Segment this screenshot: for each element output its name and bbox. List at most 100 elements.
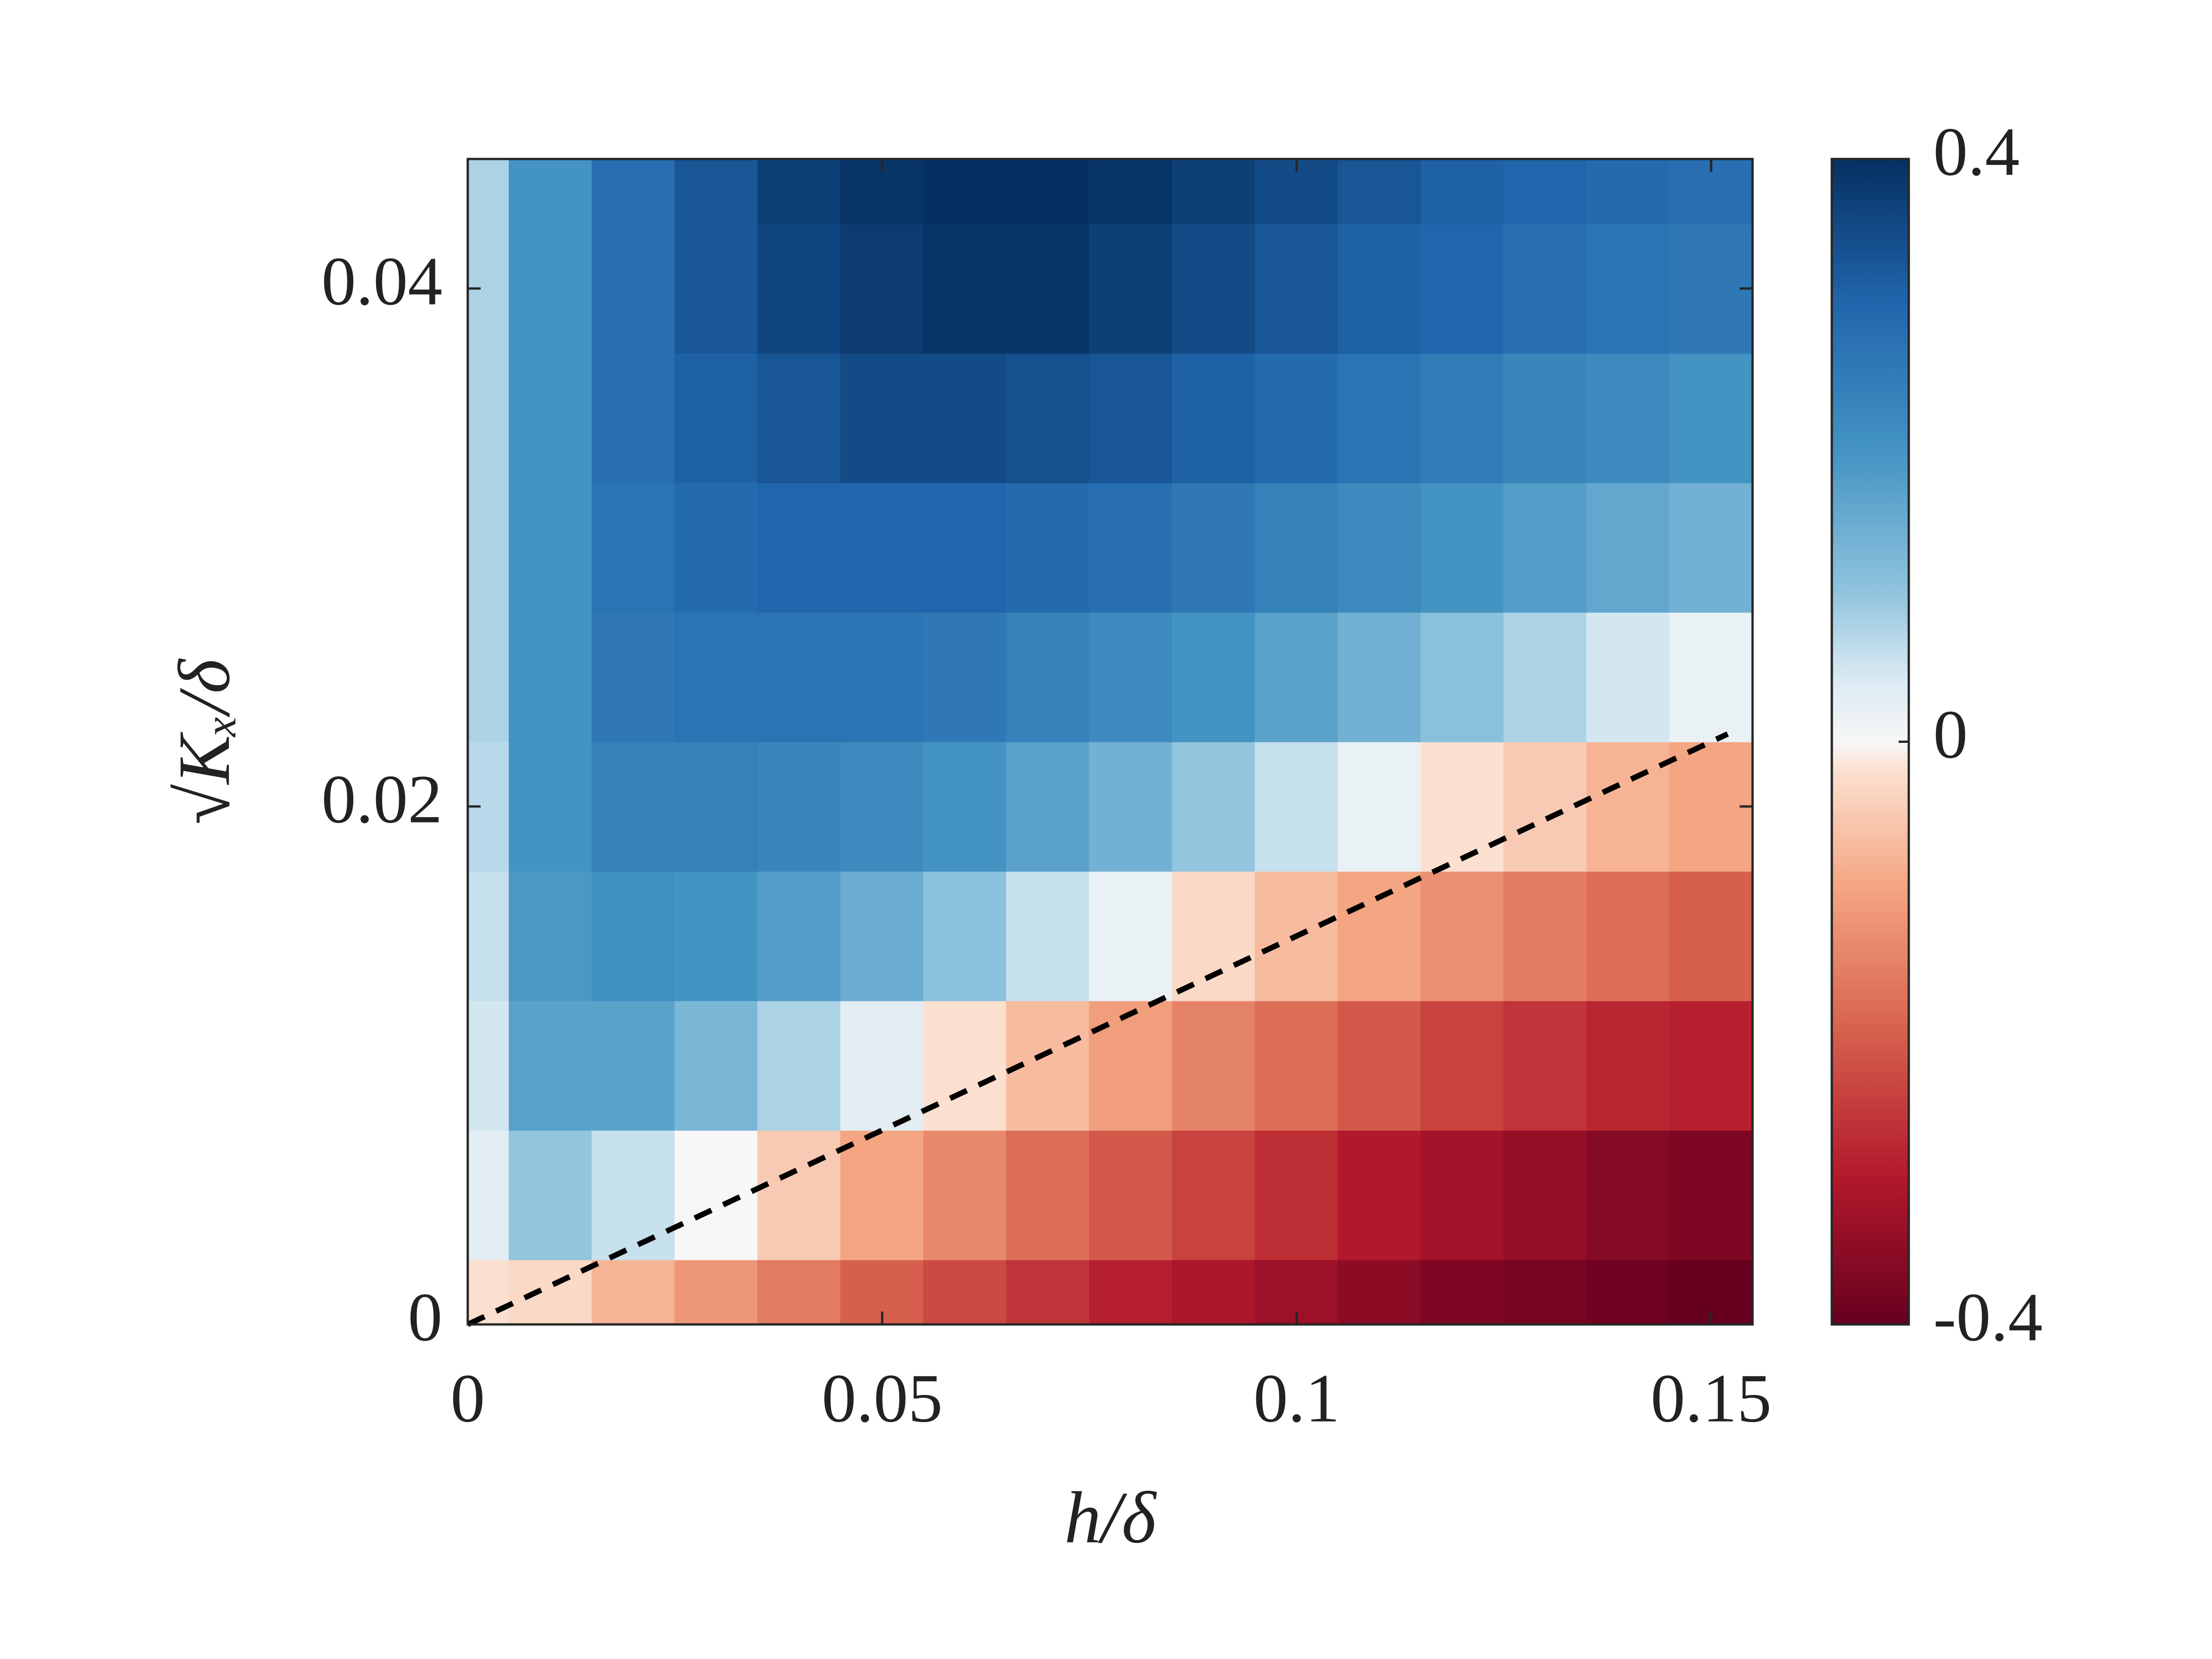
heatmap-cell (1171, 741, 1256, 872)
heatmap-cell (1586, 741, 1671, 872)
heatmap-cell (1503, 1130, 1588, 1260)
heatmap-cell (1669, 1130, 1753, 1260)
heatmap-cell (1420, 1259, 1505, 1324)
y-axis-label: √Kₓ/δ (163, 658, 245, 824)
heatmap-cell (508, 159, 593, 224)
heatmap-cell (1089, 1259, 1173, 1324)
heatmap-cell (1669, 612, 1753, 742)
heatmap-cell (1006, 482, 1090, 613)
heatmap-cell (468, 1259, 510, 1324)
heatmap-cell (674, 741, 759, 872)
heatmap-cell (1171, 1130, 1256, 1260)
heatmap-cell (923, 1130, 1007, 1260)
heatmap-cell (1089, 741, 1173, 872)
heatmap-cell (1171, 612, 1256, 742)
heatmap-cell (1420, 871, 1505, 1001)
heatmap-cell (1586, 612, 1671, 742)
heatmap-cell (1254, 482, 1339, 613)
heatmap-cell (508, 223, 593, 354)
heatmap-cell (1669, 741, 1753, 872)
heatmap-cell (840, 1130, 924, 1260)
heatmap-cell (468, 353, 510, 483)
heatmap-cell (1669, 353, 1753, 483)
heatmap-cell (1337, 1259, 1422, 1324)
heatmap-cell (1089, 223, 1173, 354)
heatmap-cell (840, 223, 924, 354)
reference-line (466, 731, 1729, 1327)
heatmap-cell (674, 353, 759, 483)
heatmap-cell (508, 482, 593, 613)
heatmap-cell (840, 871, 924, 1001)
heatmap-cell (1171, 1259, 1256, 1324)
heatmap-cell (1420, 741, 1505, 872)
heatmap-cell (1089, 353, 1173, 483)
heatmap-cell (1006, 159, 1090, 224)
heatmap-cell (674, 612, 759, 742)
x-tick-label: 0 (451, 1360, 485, 1436)
heatmap-cell (508, 871, 593, 1001)
heatmap-cell (1006, 223, 1090, 354)
heatmap-cell (1337, 1000, 1422, 1131)
colorbar (1830, 158, 1910, 1326)
heatmap-cell (923, 353, 1007, 483)
heatmap-cell (1337, 482, 1422, 613)
heatmap-cell (674, 1000, 759, 1131)
heatmap-cell (1006, 1130, 1090, 1260)
heatmap-cell (1586, 482, 1671, 613)
heatmap-cell (757, 353, 841, 483)
colorbar-tick-label: -0.4 (1933, 1279, 2042, 1355)
heatmap-cell (674, 482, 759, 613)
heatmap-cell (1254, 353, 1339, 483)
heatmap-cell (591, 223, 676, 354)
heatmap-cell (1089, 482, 1173, 613)
heatmap-cell (923, 223, 1007, 354)
heatmap-cell (591, 1259, 676, 1324)
heatmap-cell (1337, 612, 1422, 742)
heatmap-cell (1006, 741, 1090, 872)
heatmap-cell (1171, 482, 1256, 613)
heatmap-cell (840, 612, 924, 742)
heatmap-cell (1669, 223, 1753, 354)
heatmap-cell (757, 741, 841, 872)
heatmap-cell (757, 223, 841, 354)
heatmap-cell (923, 1259, 1007, 1324)
heatmap-cell (1420, 612, 1505, 742)
heatmap-cell (508, 1000, 593, 1131)
heatmap-cell (1006, 1259, 1090, 1324)
heatmap-cell (1420, 482, 1505, 613)
x-tick-label: 0.1 (1253, 1360, 1340, 1436)
heatmap-cell (1503, 223, 1588, 354)
heatmap-cell (1586, 871, 1671, 1001)
heatmap-cell (1586, 1000, 1671, 1131)
heatmap-cell (1503, 1000, 1588, 1131)
heatmap-cell (674, 871, 759, 1001)
heatmap-cell (1254, 741, 1339, 872)
heatmap-cell (1089, 159, 1173, 224)
heatmap-cell (840, 741, 924, 872)
heatmap-cell (1089, 871, 1173, 1001)
heatmap-cell (1254, 223, 1339, 354)
heatmap-cell (1089, 1130, 1173, 1260)
heatmap-cell (591, 159, 676, 224)
x-tick-label: 0.15 (1651, 1360, 1772, 1436)
heatmap-cell (468, 612, 510, 742)
heatmap (468, 159, 1753, 1324)
colorbar-tick-label: 0 (1933, 696, 1968, 773)
heatmap-cell (591, 1130, 676, 1260)
heatmap-cell (1503, 353, 1588, 483)
heatmap-cell (1171, 1000, 1256, 1131)
heatmap-cell (468, 1000, 510, 1131)
heatmap-cell (923, 612, 1007, 742)
x-axis-label: h/δ (1065, 1477, 1157, 1559)
y-tick-label: 0.04 (322, 243, 443, 319)
heatmap-cell (1669, 482, 1753, 613)
heatmap-cell (757, 159, 841, 224)
heatmap-cell (674, 223, 759, 354)
heatmap-cell (757, 1000, 841, 1131)
colorbar-tick-label: 0.4 (1933, 113, 2020, 190)
heatmap-cell (1337, 871, 1422, 1001)
heatmap-cell (1420, 353, 1505, 483)
heatmap-cell (1503, 871, 1588, 1001)
x-tick-label: 0.05 (822, 1360, 943, 1436)
heatmap-cell (1337, 353, 1422, 483)
